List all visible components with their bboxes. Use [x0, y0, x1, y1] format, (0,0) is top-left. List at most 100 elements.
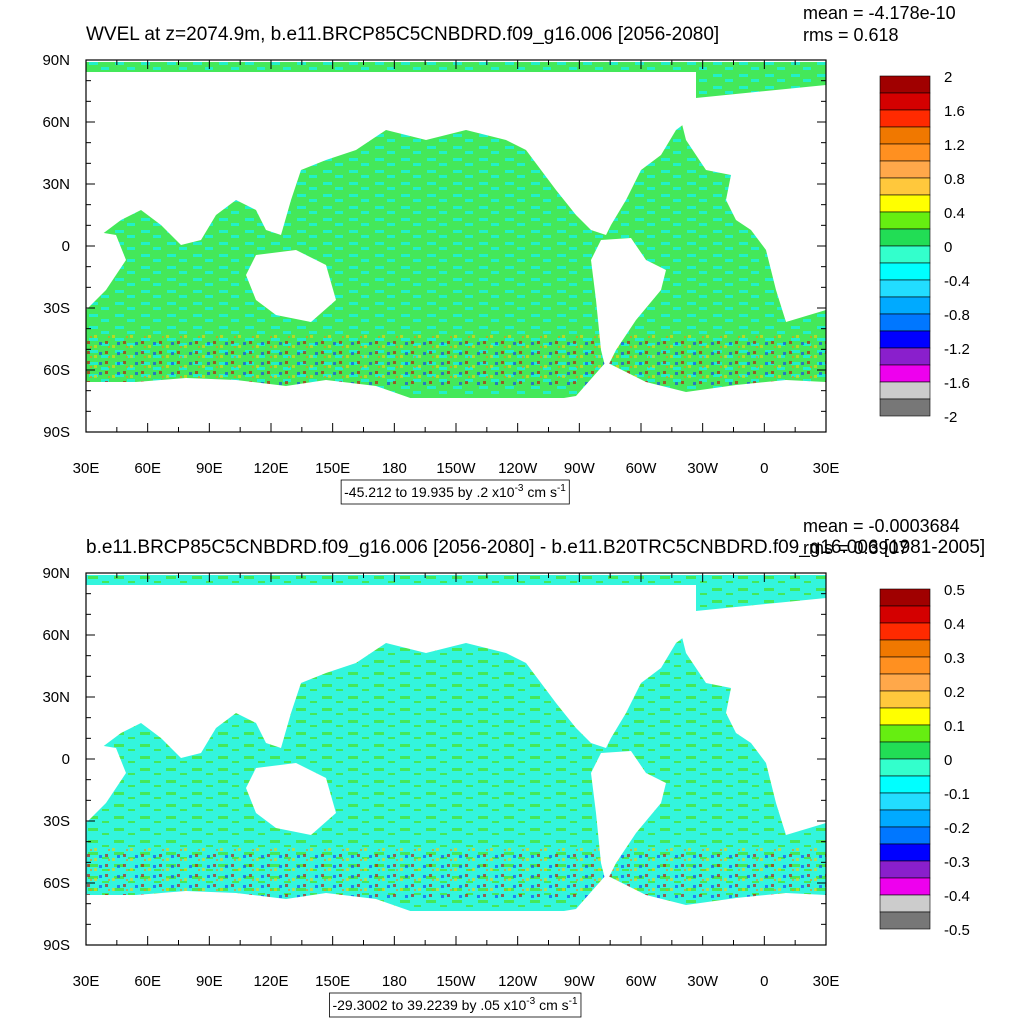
colorbar-box: [879, 160, 931, 179]
x-tick-label: 30W: [687, 460, 719, 477]
colorbar-label: 0: [944, 752, 952, 769]
colorbar-label: -2: [944, 409, 957, 426]
x-tick-label: 60E: [134, 973, 161, 990]
colorbar-label: -0.1: [944, 786, 970, 803]
x-tick-label: 60W: [626, 460, 658, 477]
y-tick-label: 30N: [42, 176, 70, 193]
colorbar-box: [879, 860, 931, 879]
colorbar-box: [879, 826, 931, 845]
panel: 30E 60E 90E 120E 150E 180 150W 120W 90W 60W 30W 0 30…: [42, 516, 985, 1018]
x-tick-label: 120W: [498, 460, 538, 477]
x-tick-label: 120W: [498, 973, 538, 990]
southern-ocean-variability: [86, 335, 826, 385]
y-tick-label: 60S: [43, 362, 70, 379]
x-tick-label: 120E: [253, 973, 288, 990]
colorbar-box: [879, 126, 931, 145]
colorbar-box: [879, 92, 931, 111]
x-tick-label: 90E: [196, 460, 223, 477]
colorbar-box: [879, 673, 931, 692]
colorbar-box: [879, 639, 931, 658]
southern-ocean-variability: [86, 848, 826, 898]
colorbar-box: [879, 877, 931, 896]
y-tick-label: 90S: [43, 424, 70, 441]
x-tick-label: 180: [382, 973, 407, 990]
colorbar-box: [879, 775, 931, 794]
colorbar-label: 0.4: [944, 205, 965, 222]
colorbar-label: 0.5: [944, 582, 965, 599]
colorbar-box: [879, 279, 931, 298]
colorbar-box: [879, 724, 931, 743]
colorbar-box: [879, 228, 931, 247]
colorbar-label: -0.5: [944, 922, 970, 939]
colorbar-box: [879, 330, 931, 349]
colorbar-box: [879, 109, 931, 128]
colorbar-box: [879, 245, 931, 264]
colorbar-box: [879, 741, 931, 760]
x-tick-label: 60E: [134, 460, 161, 477]
colorbar-box: [879, 194, 931, 213]
panel-title: b.e11.BRCP85C5CNBDRD.f09_g16.006 [2056-2…: [86, 537, 985, 558]
mean-label: mean = -0.0003684: [803, 516, 960, 536]
y-tick-label: 90N: [42, 52, 70, 69]
y-tick-label: 30S: [43, 813, 70, 830]
info-units: cm s: [524, 484, 557, 500]
x-tick-label: 60W: [626, 973, 658, 990]
colorbar-box: [879, 792, 931, 811]
y-tick-label: 90S: [43, 937, 70, 954]
colorbar-label: 0.1: [944, 718, 965, 735]
colorbar-label: 1.2: [944, 137, 965, 154]
colorbar-label: -0.3: [944, 854, 970, 871]
colorbar-box: [879, 758, 931, 777]
colorbar-box: [879, 381, 931, 400]
info-exponent: -3: [526, 996, 535, 1007]
info-range: -45.212 to 19.935 by .2 x10: [344, 484, 515, 500]
x-tick-label: 30W: [687, 973, 719, 990]
y-tick-label: 0: [62, 751, 70, 768]
colorbar-label: -0.8: [944, 307, 970, 324]
y-tick-label: 60N: [42, 114, 70, 131]
panel-title: WVEL at z=2074.9m, b.e11.BRCP85C5CNBDRD.…: [86, 24, 719, 45]
colorbar-box: [879, 347, 931, 366]
colorbar-label: 0.2: [944, 684, 965, 701]
colorbar-label: 0.3: [944, 650, 965, 667]
info-text: -29.3002 to 39.2239 by .05 x10-3 cm s-1: [332, 996, 578, 1013]
info-text: -45.212 to 19.935 by .2 x10-3 cm s-1: [344, 483, 566, 500]
colorbar-box: [879, 690, 931, 709]
y-tick-label: 0: [62, 238, 70, 255]
colorbar-box: [879, 296, 931, 315]
info-box: [329, 992, 582, 1018]
rms-label: rms = 0.3907: [803, 538, 909, 558]
colorbar-label: -0.2: [944, 820, 970, 837]
colorbar-label: 2: [944, 69, 952, 86]
x-tick-label: 90W: [564, 973, 596, 990]
colorbar-box: [879, 843, 931, 862]
panel: 30E 60E 90E 120E 150E 180 150W 120W 90W 60W 30W 0 30…: [42, 3, 970, 505]
colorbar-box: [879, 707, 931, 726]
colorbar-box: [879, 588, 931, 607]
colorbar-box: [879, 622, 931, 641]
colorbar-label: 1.6: [944, 103, 965, 120]
y-tick-label: 60N: [42, 627, 70, 644]
colorbar-box: [879, 364, 931, 383]
x-tick-label: 0: [760, 460, 768, 477]
colorbar-label: 0.8: [944, 171, 965, 188]
colorbar-box: [879, 262, 931, 281]
colorbar-label: 0.4: [944, 616, 965, 633]
colorbar-label: -1.6: [944, 375, 970, 392]
colorbar-label: -0.4: [944, 273, 970, 290]
colorbar-box: [879, 177, 931, 196]
y-tick-label: 30S: [43, 300, 70, 317]
colorbar-label: -1.2: [944, 341, 970, 358]
colorbar-box: [879, 143, 931, 162]
colorbar-box: [879, 211, 931, 230]
x-tick-label: 150E: [315, 973, 350, 990]
x-tick-label: 120E: [253, 460, 288, 477]
info-units: cm s: [535, 997, 568, 1013]
colorbar-box: [879, 398, 931, 417]
rms-label: rms = 0.618: [803, 25, 899, 45]
info-units-exponent: -1: [569, 996, 578, 1007]
x-tick-label: 150W: [436, 973, 476, 990]
map: [86, 575, 826, 945]
colorbar-box: [879, 313, 931, 332]
